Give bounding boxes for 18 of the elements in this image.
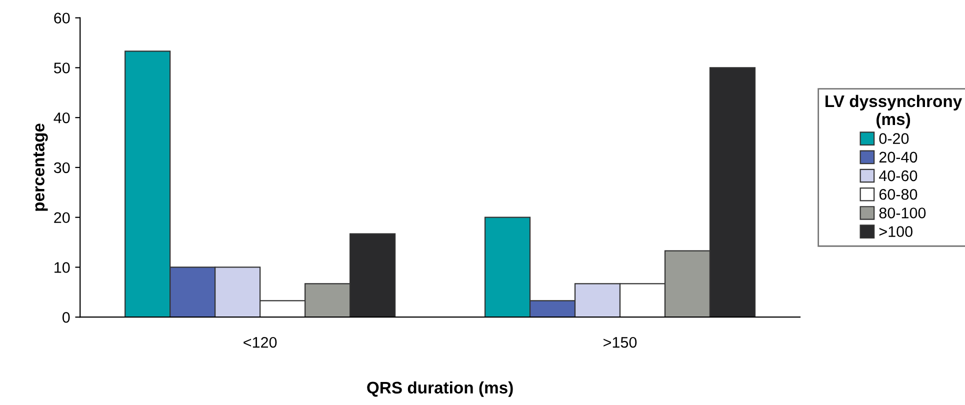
legend-title: LV dyssynchrony (ms): [826, 94, 962, 128]
x-tick-label: <120: [244, 336, 277, 348]
legend-label: 60-80: [879, 188, 918, 200]
y-tick-label: 40: [54, 112, 70, 124]
x-tick-label: >150: [604, 336, 637, 348]
y-tick-label: 60: [54, 12, 70, 24]
y-tick-label: 30: [54, 162, 70, 174]
y-tick-label: 20: [54, 212, 70, 224]
x-axis-title: QRS duration (ms): [367, 381, 513, 397]
legend-label: 0-20: [879, 133, 909, 144]
legend-label: 80-100: [879, 208, 926, 218]
y-tick-label: 50: [54, 62, 70, 74]
legend-label: 20-40: [879, 152, 918, 163]
y-tick-label: 10: [54, 262, 70, 273]
legend-label: >100: [879, 226, 912, 237]
y-axis-title: percentage: [33, 124, 48, 211]
legend-label: 40-60: [879, 170, 918, 182]
y-tick-label: 0: [62, 312, 70, 323]
